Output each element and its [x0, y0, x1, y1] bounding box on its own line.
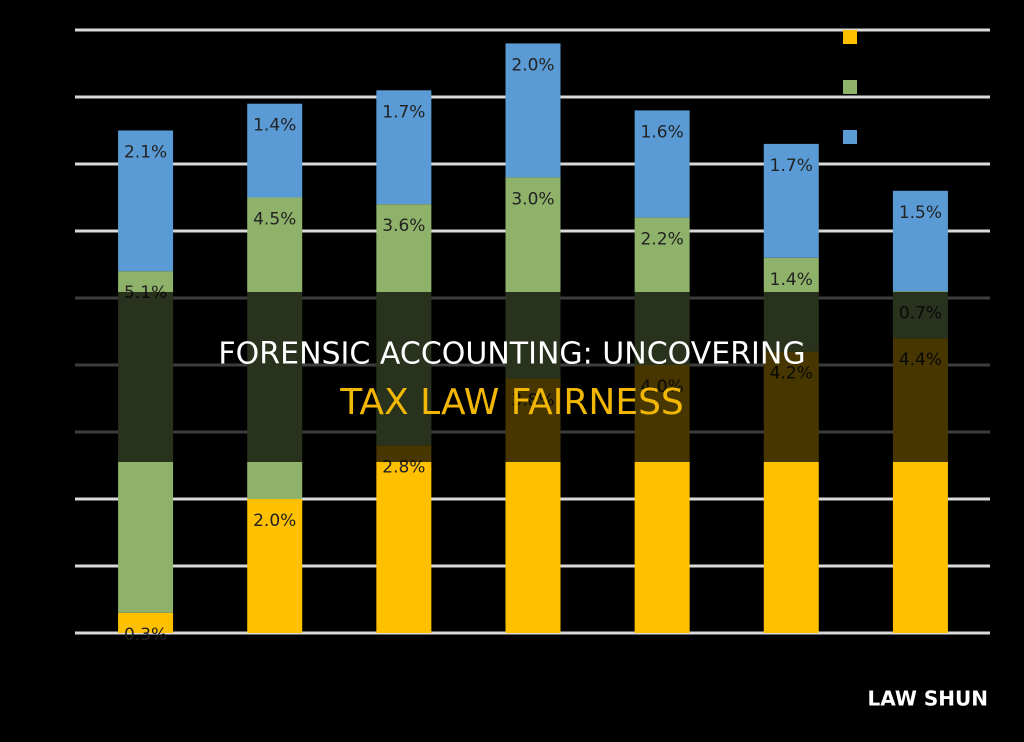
data-label: 3.0%	[511, 189, 554, 209]
data-label: 2.2%	[641, 230, 684, 250]
overlay-title: FORENSIC ACCOUNTING: UNCOVERING	[218, 337, 805, 372]
data-label: 1.5%	[899, 203, 942, 223]
data-label: 2.0%	[253, 511, 296, 531]
data-label: 1.4%	[253, 116, 296, 136]
bar-segment	[505, 43, 561, 178]
legend-swatch	[843, 130, 857, 144]
bar-segment	[763, 143, 819, 258]
data-label: 1.7%	[770, 156, 813, 176]
bar-segment	[118, 130, 174, 272]
data-label: 1.4%	[770, 270, 813, 290]
data-label: 4.5%	[253, 210, 296, 230]
data-label: 1.7%	[382, 102, 425, 122]
legend-swatch	[843, 30, 857, 44]
data-label: 2.0%	[511, 55, 554, 75]
bar-segment	[247, 103, 303, 198]
bar-segment	[892, 190, 948, 292]
bar-segment	[247, 499, 303, 633]
bar-segment	[376, 90, 432, 205]
bar-segment	[118, 612, 174, 633]
bar-segment	[634, 110, 690, 218]
legend-swatch	[843, 80, 857, 94]
overlay-title: TAX LAW FAIRNESS	[339, 382, 684, 423]
data-label: 2.1%	[124, 143, 167, 163]
watermark: LAW SHUN	[868, 687, 988, 711]
data-label: 0.3%	[124, 625, 167, 645]
data-label: 1.6%	[641, 122, 684, 142]
data-label: 3.6%	[382, 216, 425, 236]
data-label: 2.8%	[382, 457, 425, 477]
bar-segment	[376, 445, 432, 633]
title-banner	[75, 292, 990, 462]
